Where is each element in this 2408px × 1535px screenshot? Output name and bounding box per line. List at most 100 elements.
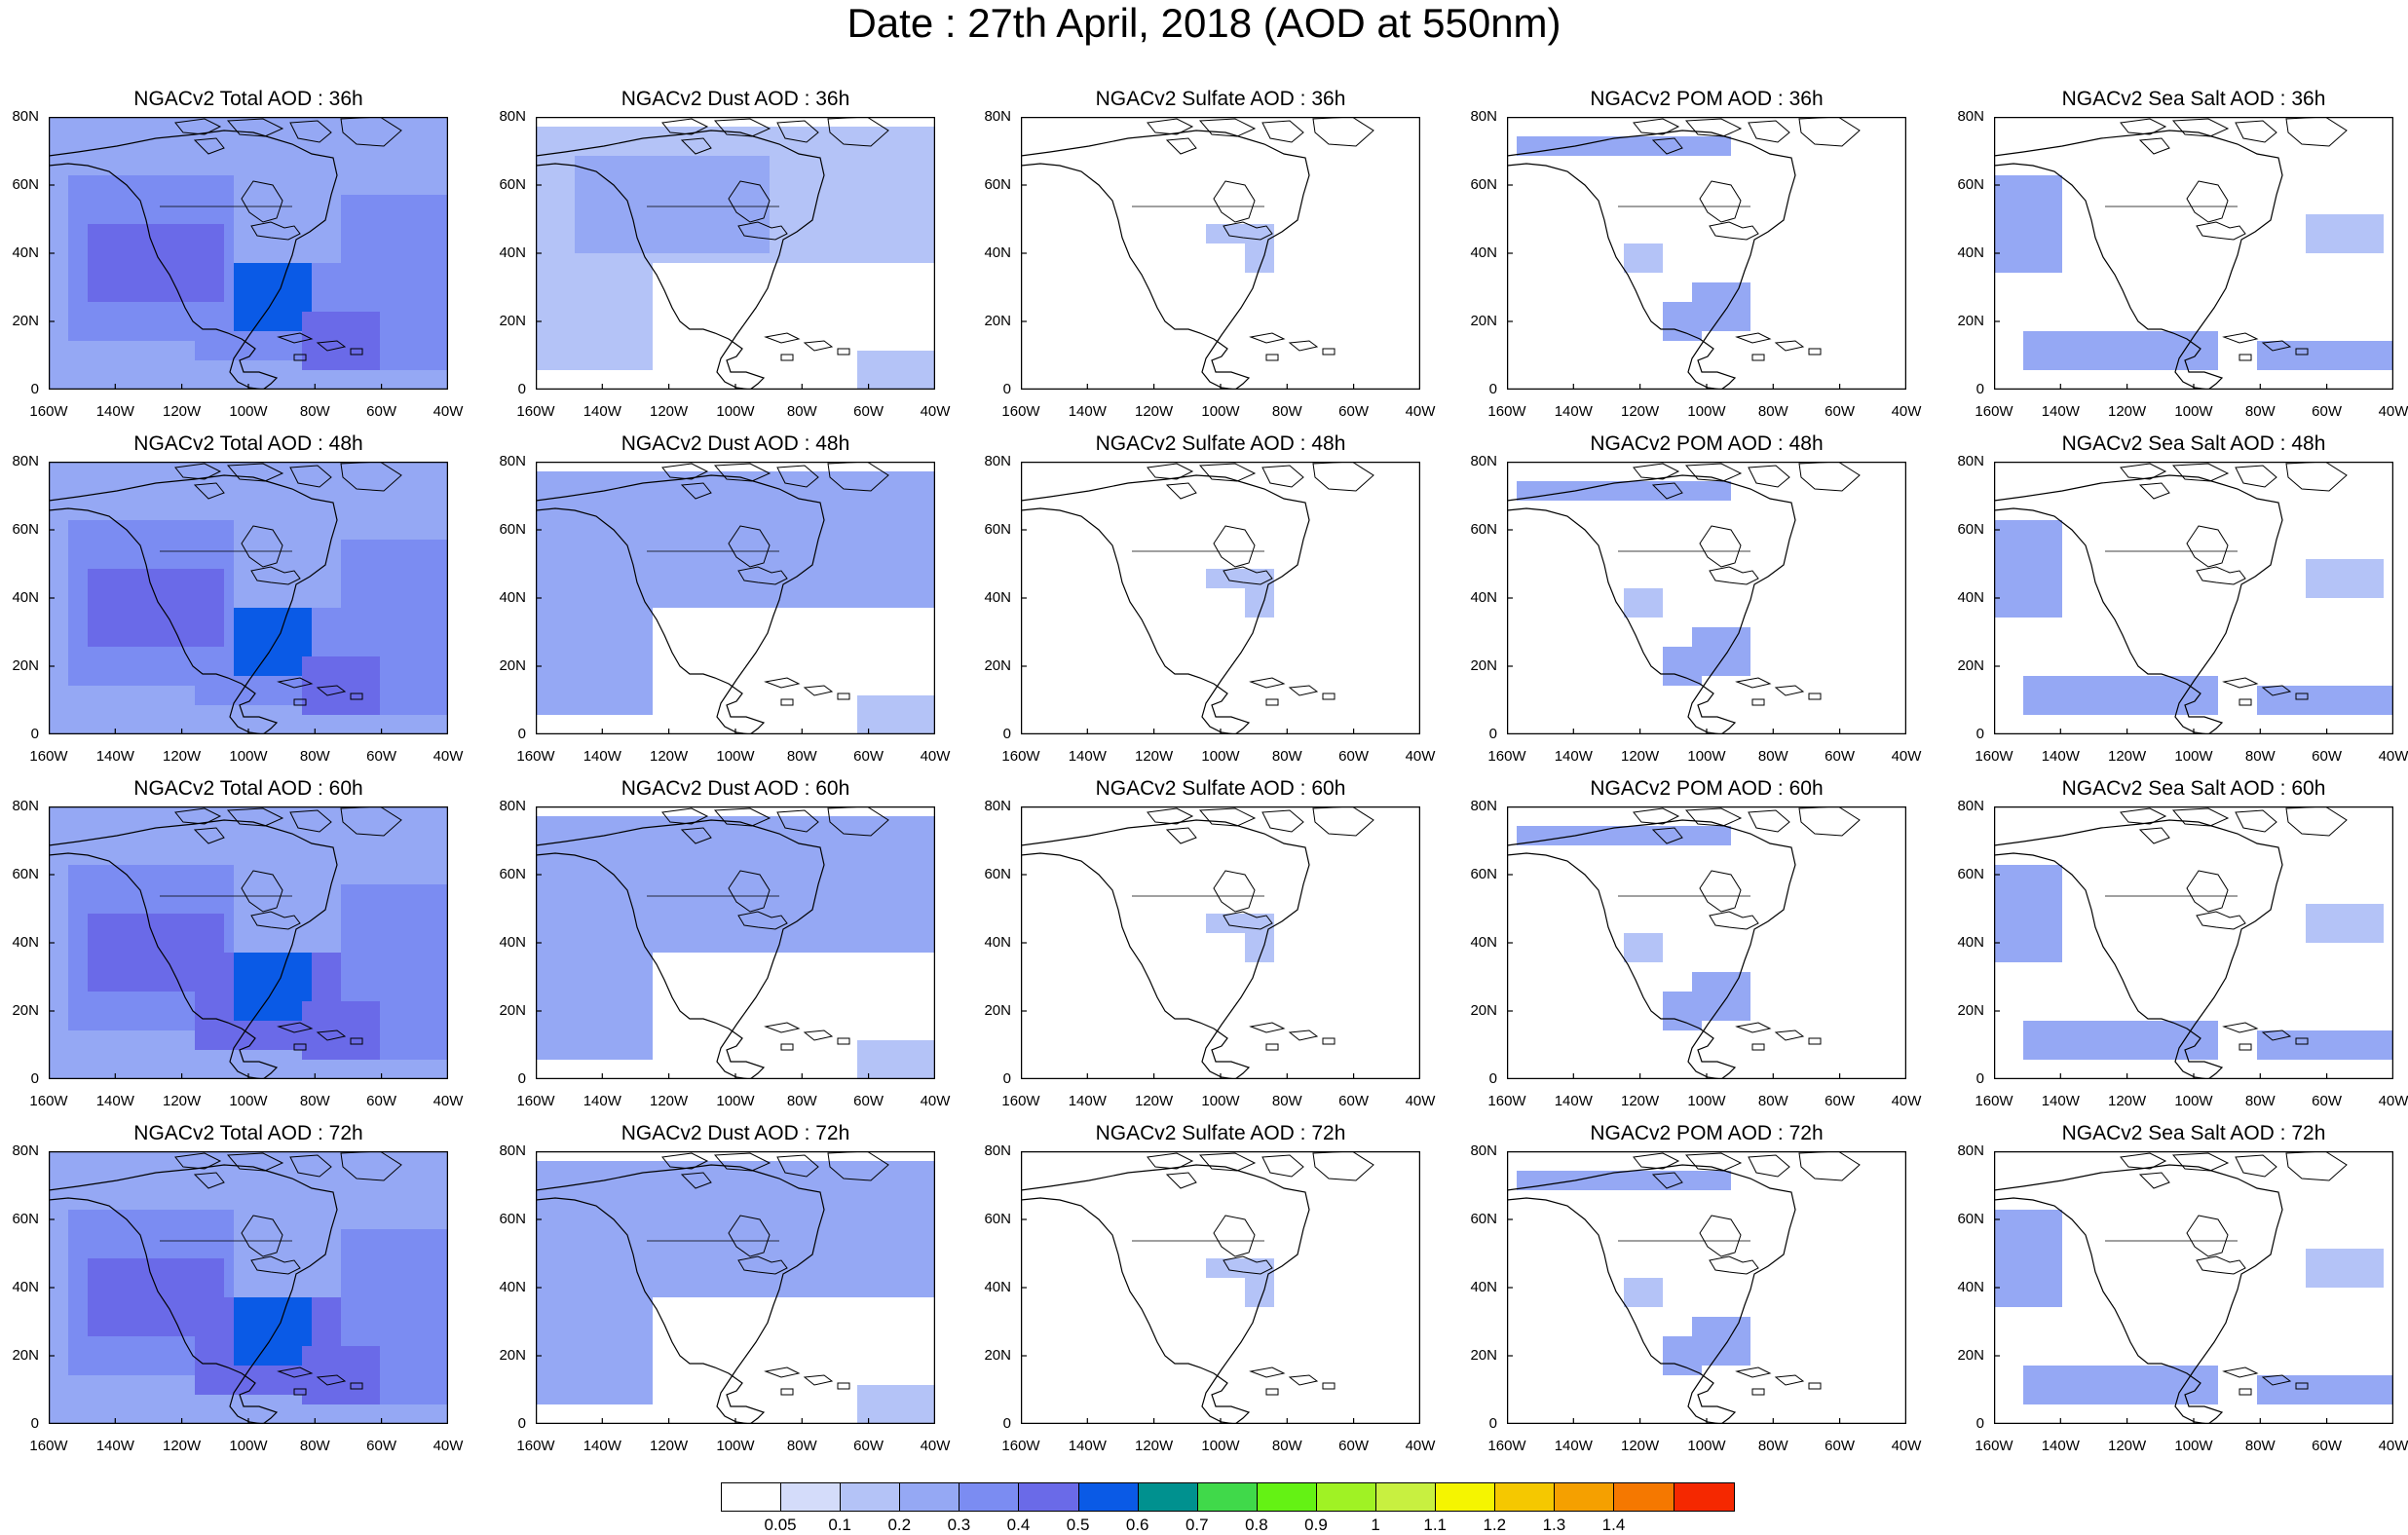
land-outline [737, 566, 788, 585]
map-svg [1021, 806, 1420, 1079]
map-frame: 0 20N 40N 60N 80N 160W 140W 120W 100W 80W 60W 40W [984, 798, 1435, 1109]
lat-tick-label: 80N [1470, 108, 1497, 125]
map-svg [1994, 117, 2393, 390]
lon-tick-label: 40W [433, 403, 464, 420]
land-outline [293, 1043, 307, 1051]
map-svg [1507, 117, 1906, 390]
lat-tick-label: 20N [12, 1347, 39, 1364]
land-outline [1633, 463, 1680, 480]
coastline [1994, 1164, 2283, 1424]
lon-tick-label: 120W [1135, 748, 1174, 765]
map-panel: NGACv2 POM AOD : 60h 0 20N 40N 60N 80N 160W 140… [1458, 775, 1921, 1109]
land-outline [2285, 117, 2348, 147]
lat-tick-label: 0 [30, 1415, 39, 1432]
land-outline [1798, 806, 1861, 837]
land-outline [661, 118, 709, 135]
lat-tick-label: 0 [517, 381, 526, 397]
land-outline [1699, 525, 1742, 568]
lon-tick-label: 140W [583, 1093, 621, 1109]
lon-tick-label: 80W [1757, 403, 1788, 420]
land-outline [1684, 807, 1743, 827]
lon-tick-label: 160W [516, 403, 555, 420]
lat-tick-label: 40N [499, 244, 526, 261]
lon-tick-label: 100W [2174, 1438, 2213, 1454]
lat-tick-label: 80N [12, 453, 39, 469]
land-outline [1261, 1154, 1304, 1178]
land-outline [1147, 807, 1194, 825]
lat-tick-label: 40N [12, 244, 39, 261]
land-outline [1748, 1154, 1790, 1178]
lat-tick-label: 0 [1488, 1415, 1497, 1432]
land-outline [293, 698, 307, 706]
land-outline [2285, 1151, 2348, 1181]
lat-tick-label: 40N [499, 589, 526, 606]
land-outline [293, 354, 307, 361]
lon-tick-label: 100W [1201, 403, 1240, 420]
land-outline [728, 525, 771, 568]
lon-tick-label: 60W [1338, 1093, 1370, 1109]
lat-tick-label: 40N [984, 934, 1011, 951]
coastline [1021, 474, 1310, 734]
land-outline [1709, 1255, 1759, 1275]
lat-tick-label: 20N [499, 1002, 526, 1019]
map-svg [1507, 462, 1906, 734]
aod-shading [575, 1190, 770, 1288]
map-frame: 0 20N 40N 60N 80N 160W 140W 120W 100W 80W 60W 40W [12, 453, 463, 765]
land-outline [1213, 1215, 1256, 1257]
land-outline [226, 463, 284, 482]
land-outline [1261, 465, 1304, 488]
lon-tick-label: 60W [1825, 1438, 1856, 1454]
land-outline [1322, 348, 1336, 356]
lon-tick-label: 160W [1975, 1438, 2013, 1454]
lon-tick-label: 140W [583, 1438, 621, 1454]
land-outline [340, 462, 402, 492]
lon-tick-label: 120W [1621, 403, 1660, 420]
figure-title: Date : 27th April, 2018 (AOD at 550nm) [847, 0, 1561, 46]
lon-tick-label: 80W [2244, 748, 2276, 765]
coastline [536, 1164, 825, 1424]
land-outline [2222, 1367, 2259, 1378]
land-outline [226, 807, 284, 827]
lon-tick-label: 160W [29, 1438, 68, 1454]
land-outline [1684, 1152, 1743, 1172]
colorbar-label: 0.2 [887, 1516, 912, 1534]
land-outline [728, 870, 771, 913]
lat-tick-label: 20N [1957, 657, 1984, 674]
lon-tick-label: 160W [29, 1093, 68, 1109]
lon-tick-label: 120W [650, 748, 689, 765]
map-panel: NGACv2 Sea Salt AOD : 36h 0 20N 40N 60N 80N 16… [1945, 86, 2408, 420]
land-outline [713, 1152, 771, 1172]
lon-tick-label: 160W [1975, 1093, 2013, 1109]
lon-tick-label: 40W [1405, 748, 1436, 765]
lon-tick-label: 60W [2312, 403, 2343, 420]
coastline [1994, 474, 2283, 734]
lon-tick-label: 60W [1825, 403, 1856, 420]
aod-shading [1994, 175, 2062, 273]
lon-tick-label: 100W [1201, 1438, 1240, 1454]
lon-tick-label: 100W [716, 403, 755, 420]
lat-tick-label: 20N [984, 657, 1011, 674]
map-frame: 0 20N 40N 60N 80N 160W 140W 120W 100W 80W 60W 40W [499, 453, 950, 765]
land-outline [803, 1030, 834, 1041]
land-outline [1748, 120, 1790, 143]
land-outline [764, 332, 801, 344]
lon-tick-label: 60W [2312, 748, 2343, 765]
lon-tick-label: 120W [2108, 1093, 2147, 1109]
panel-title: NGACv2 Dust AOD : 60h [621, 777, 850, 800]
map-panel: NGACv2 Sea Salt AOD : 72h 0 20N 40N 60N 80N 16… [1945, 1120, 2408, 1454]
lat-tick-label: 60N [1957, 866, 1984, 882]
aod-shading [88, 224, 224, 302]
land-outline [680, 1172, 712, 1189]
lat-tick-label: 60N [499, 521, 526, 538]
map-panel: NGACv2 Sulfate AOD : 72h 0 20N 40N 60N 80N 160… [972, 1120, 1435, 1454]
land-outline [1322, 1037, 1336, 1045]
panel-title: NGACv2 POM AOD : 36h [1590, 88, 1824, 110]
land-outline [2138, 482, 2170, 500]
lon-tick-label: 140W [95, 403, 134, 420]
lat-tick-label: 80N [499, 453, 526, 469]
land-outline [2222, 332, 2259, 344]
land-outline [350, 1382, 363, 1390]
land-outline [837, 1382, 850, 1390]
lon-tick-label: 60W [1338, 403, 1370, 420]
map-panel: NGACv2 Sulfate AOD : 36h 0 20N 40N 60N 80N 160… [972, 86, 1435, 420]
